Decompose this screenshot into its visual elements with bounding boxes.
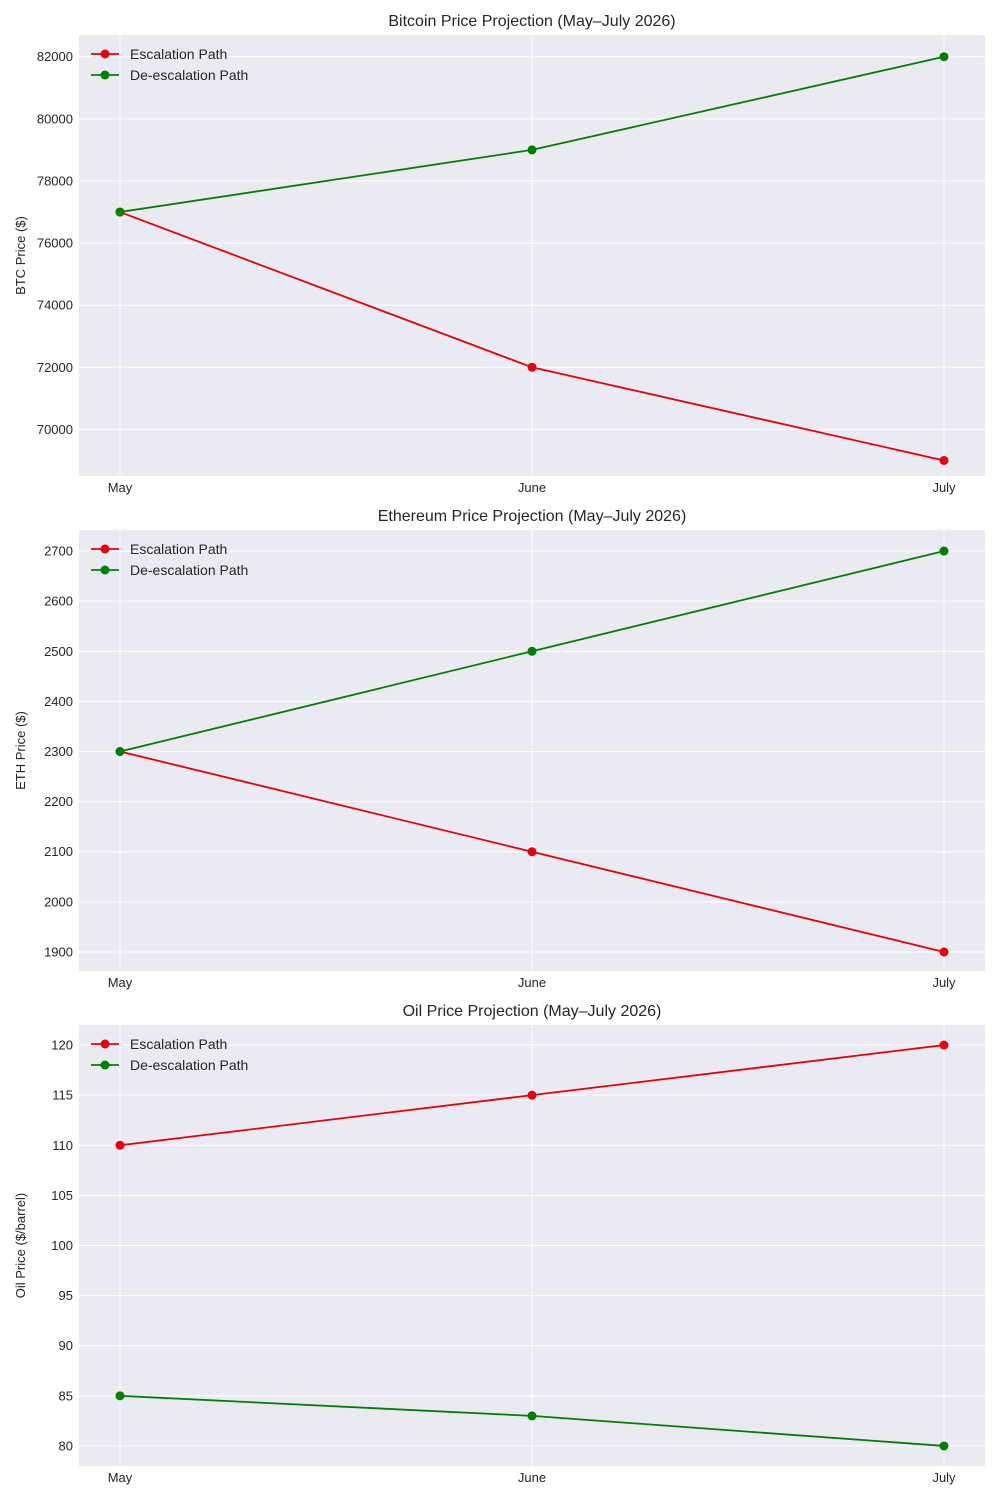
chart-title: Bitcoin Price Projection (May–July 2026) bbox=[388, 13, 675, 30]
y-tick-label: 100 bbox=[51, 1238, 73, 1253]
legend-label: De-escalation Path bbox=[130, 1057, 248, 1073]
y-axis-label: BTC Price ($) bbox=[13, 216, 28, 295]
legend: Escalation Path De-escalation Path bbox=[91, 1036, 248, 1073]
data-point bbox=[939, 52, 949, 62]
y-tick-label: 78000 bbox=[37, 173, 73, 188]
data-point bbox=[115, 207, 125, 217]
legend: Escalation Path De-escalation Path bbox=[91, 541, 248, 578]
data-point bbox=[115, 1391, 125, 1401]
legend: Escalation Path De-escalation Path bbox=[91, 46, 248, 83]
y-tick-label: 90 bbox=[59, 1338, 73, 1353]
y-tick-label: 2500 bbox=[44, 644, 73, 659]
y-tick-label: 2200 bbox=[44, 794, 73, 809]
legend-label: De-escalation Path bbox=[130, 562, 248, 578]
x-tick-label: May bbox=[108, 1470, 133, 1485]
y-tick-label: 105 bbox=[51, 1188, 73, 1203]
y-tick-label: 115 bbox=[52, 1088, 73, 1103]
chart-panel-2: 1900 2000 2100 2200 2300 2400 2500 2600 2700 May J… bbox=[13, 508, 985, 990]
legend-marker bbox=[100, 70, 110, 80]
data-point bbox=[939, 546, 949, 556]
y-tick-label: 85 bbox=[59, 1388, 73, 1403]
y-tick-label: 95 bbox=[59, 1288, 73, 1303]
chart-panel-1: 70000 72000 74000 76000 78000 80000 82000 May Ju… bbox=[13, 13, 985, 495]
y-tick-label: 110 bbox=[52, 1138, 73, 1153]
y-tick-label: 1900 bbox=[44, 944, 73, 959]
data-point bbox=[939, 1040, 949, 1050]
legend-marker bbox=[100, 565, 110, 575]
y-tick-label: 82000 bbox=[37, 49, 73, 64]
y-tick-label: 2000 bbox=[44, 894, 73, 909]
y-tick-label: 80 bbox=[59, 1438, 73, 1453]
y-axis-label: Oil Price ($/barrel) bbox=[13, 1193, 28, 1298]
x-tick-label: June bbox=[518, 1470, 546, 1485]
data-point bbox=[939, 1441, 949, 1451]
x-tick-label: July bbox=[932, 480, 956, 495]
y-tick-label: 76000 bbox=[37, 236, 73, 251]
data-point bbox=[115, 1140, 125, 1150]
data-point bbox=[939, 947, 949, 957]
y-tick-label: 80000 bbox=[37, 111, 73, 126]
data-point bbox=[527, 1090, 537, 1100]
legend-marker bbox=[100, 49, 110, 59]
y-tick-label: 2700 bbox=[44, 544, 73, 559]
y-tick-label: 120 bbox=[51, 1038, 73, 1053]
legend-label: Escalation Path bbox=[130, 46, 227, 62]
x-tick-label: July bbox=[932, 975, 956, 990]
data-point bbox=[939, 455, 949, 465]
x-tick-label: May bbox=[108, 480, 133, 495]
data-point bbox=[527, 362, 537, 372]
data-point bbox=[527, 847, 537, 857]
legend-marker bbox=[100, 1060, 110, 1070]
y-tick-label: 2300 bbox=[44, 744, 73, 759]
legend-label: De-escalation Path bbox=[130, 67, 248, 83]
x-tick-label: June bbox=[518, 975, 546, 990]
data-point bbox=[527, 646, 537, 656]
x-tick-label: July bbox=[932, 1470, 956, 1485]
data-point bbox=[115, 747, 125, 757]
legend-marker bbox=[100, 1039, 110, 1049]
y-axis-label: ETH Price ($) bbox=[13, 711, 28, 790]
chart-title: Ethereum Price Projection (May–July 2026… bbox=[378, 508, 687, 525]
x-tick-label: May bbox=[108, 975, 133, 990]
legend-label: Escalation Path bbox=[130, 541, 227, 557]
legend-marker bbox=[100, 544, 110, 554]
y-tick-label: 70000 bbox=[37, 422, 73, 437]
data-point bbox=[527, 1411, 537, 1421]
legend-label: Escalation Path bbox=[130, 1036, 227, 1052]
chart-panel-3: 80 85 90 95 100 105 110 115 120 May June July Oil Pr… bbox=[13, 1003, 985, 1485]
y-tick-label: 2600 bbox=[44, 594, 73, 609]
x-tick-label: June bbox=[518, 480, 546, 495]
y-tick-label: 72000 bbox=[37, 360, 73, 375]
chart-title: Oil Price Projection (May–July 2026) bbox=[403, 1003, 662, 1020]
y-tick-label: 74000 bbox=[37, 298, 73, 313]
y-tick-label: 2100 bbox=[44, 844, 73, 859]
data-point bbox=[527, 145, 537, 155]
y-tick-label: 2400 bbox=[44, 694, 73, 709]
